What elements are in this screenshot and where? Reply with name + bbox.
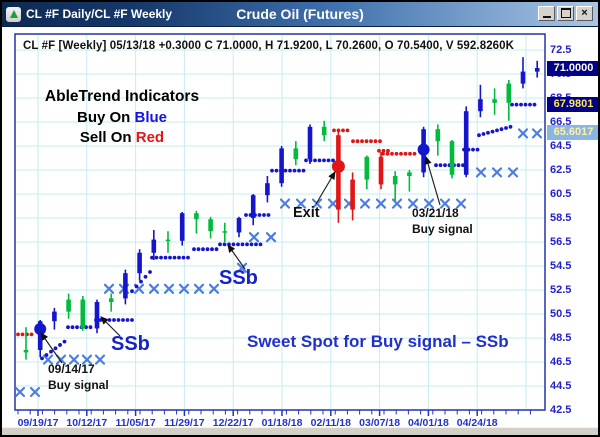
price-tick-label: 52.5 bbox=[550, 283, 572, 296]
price-tick-label: 50.5 bbox=[550, 307, 572, 320]
price-highlight-badge: 65.6017 bbox=[547, 125, 598, 141]
legend-title: AbleTrend Indicators bbox=[44, 88, 200, 105]
price-tick-label: 64.5 bbox=[550, 139, 572, 152]
price-tick-label: 54.5 bbox=[550, 259, 572, 272]
date-tick-label: 10/12/17 bbox=[66, 417, 108, 429]
price-tick-label: 58.5 bbox=[550, 211, 572, 224]
legend-buy-line: Buy On Blue bbox=[76, 109, 168, 126]
close-button[interactable]: × bbox=[576, 6, 593, 21]
price-tick-label: 42.5 bbox=[550, 403, 572, 416]
window-bottom-edge bbox=[2, 427, 598, 435]
price-tick-label: 72.5 bbox=[550, 43, 572, 56]
date-tick-label: 12/22/17 bbox=[212, 417, 254, 429]
minimize-button[interactable] bbox=[538, 6, 555, 21]
title-bar[interactable]: CL #F Daily/CL #F Weekly Crude Oil (Futu… bbox=[2, 2, 598, 27]
date-tick-label: 03/07/18 bbox=[359, 417, 401, 429]
buy-signal-2-label: Buy signal bbox=[412, 222, 473, 236]
date-tick-label: 01/18/18 bbox=[261, 417, 303, 429]
buy-signal-callout-1: 09/14/17 Buy signal bbox=[48, 361, 109, 393]
date-tick-label: 09/19/17 bbox=[17, 417, 59, 429]
quote-header: CL #F [Weekly] 05/13/18 +0.3000 C 71.000… bbox=[23, 40, 515, 52]
buy-color-word: Blue bbox=[134, 109, 168, 126]
price-highlight-badge: 67.9801 bbox=[547, 96, 598, 112]
date-tick-label: 04/01/18 bbox=[407, 417, 449, 429]
buy-signal-2-date: 03/21/18 bbox=[412, 206, 459, 220]
date-tick-label: 02/11/18 bbox=[310, 417, 351, 429]
abletrend-logo-icon bbox=[6, 6, 21, 22]
buy-signal-1-date: 09/14/17 bbox=[48, 362, 95, 376]
price-tick-label: 44.5 bbox=[550, 379, 572, 392]
exit-label: Exit bbox=[293, 205, 320, 221]
price-tick-label: 66.5 bbox=[550, 115, 572, 128]
price-highlight-badge: 71.0000 bbox=[547, 60, 598, 76]
sell-color-word: Red bbox=[135, 129, 165, 146]
price-tick-label: 56.5 bbox=[550, 235, 572, 248]
window-title: CL #F Daily/CL #F Weekly bbox=[26, 7, 173, 21]
price-tick-label: 62.5 bbox=[550, 163, 572, 176]
maximize-button[interactable] bbox=[557, 6, 574, 21]
chart-panel bbox=[2, 27, 598, 432]
ssb-label-2: SSb bbox=[219, 267, 258, 289]
ssb-label-1: SSb bbox=[111, 333, 150, 355]
price-tick-label: 48.5 bbox=[550, 331, 572, 344]
date-tick-label: 11/29/17 bbox=[164, 417, 205, 429]
price-tick-label: 46.5 bbox=[550, 355, 572, 368]
maximize-icon bbox=[560, 8, 571, 18]
sweet-spot-note: Sweet Spot for Buy signal – SSb bbox=[247, 332, 509, 351]
date-tick-label: 11/05/17 bbox=[115, 417, 156, 429]
buy-signal-callout-2: 03/21/18 Buy signal bbox=[412, 205, 473, 237]
price-tick-label: 60.5 bbox=[550, 187, 572, 200]
date-tick-label: 04/24/18 bbox=[456, 417, 498, 429]
legend-sell-line: Sell On Red bbox=[79, 129, 165, 146]
buy-signal-1-label: Buy signal bbox=[48, 378, 109, 392]
minimize-icon bbox=[542, 16, 551, 18]
